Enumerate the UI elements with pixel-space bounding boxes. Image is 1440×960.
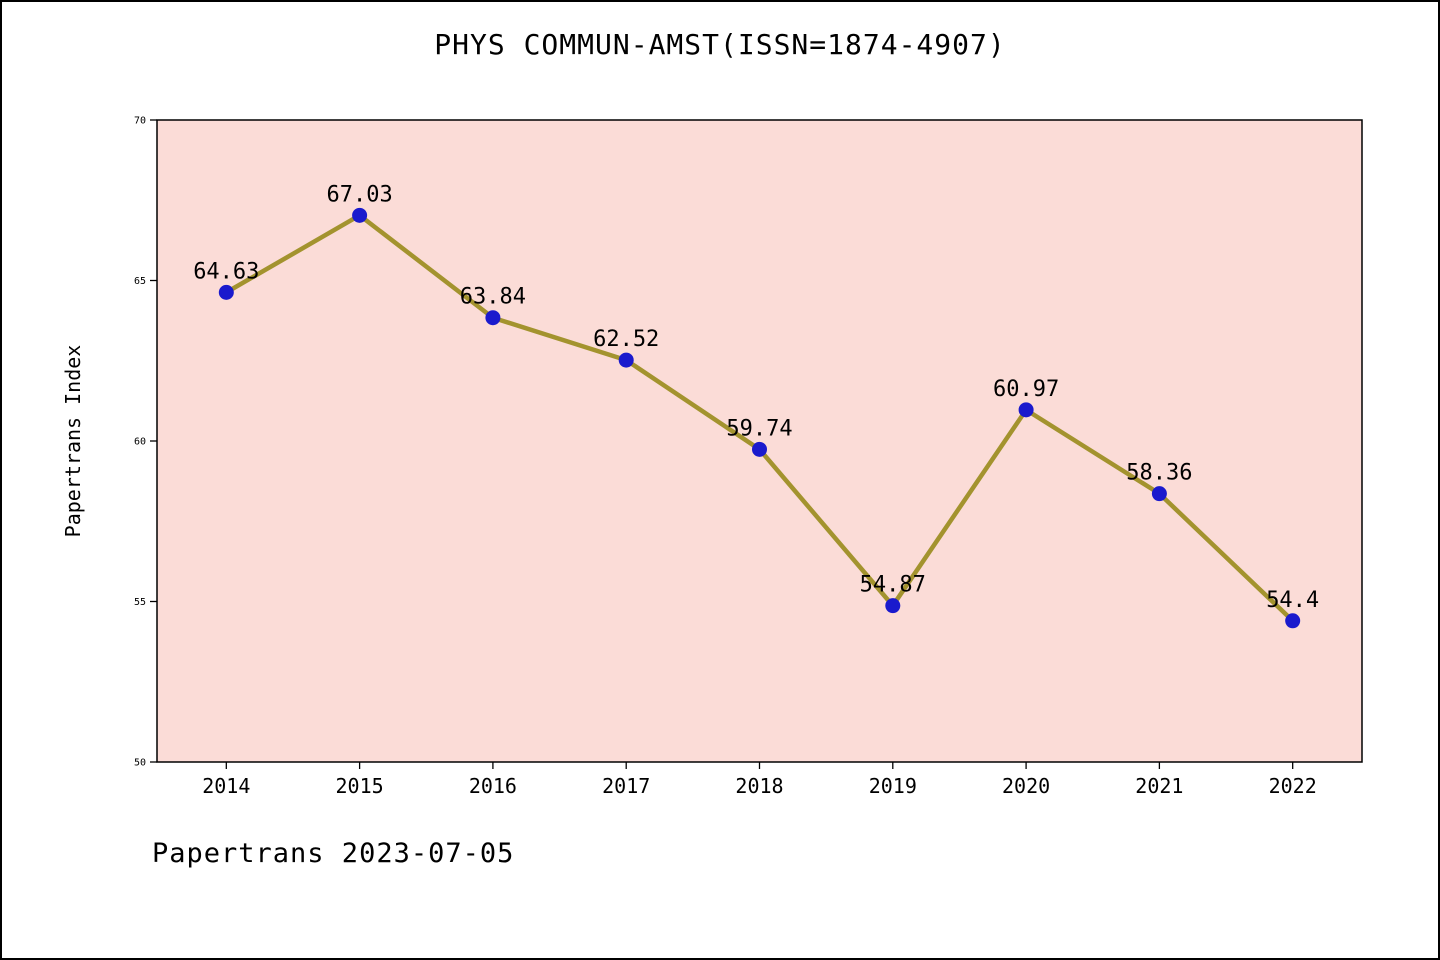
y-tick-label: 55 <box>134 597 146 608</box>
point-label: 59.74 <box>726 416 792 441</box>
x-tick-label: 2019 <box>869 774 917 798</box>
plot-area <box>157 120 1362 762</box>
y-tick-label: 60 <box>134 437 146 448</box>
point-label: 54.4 <box>1266 588 1319 613</box>
point-label: 60.97 <box>993 377 1059 402</box>
footer-watermark: Papertrans 2023-07-05 <box>152 838 515 869</box>
x-tick-label: 2014 <box>202 774 250 798</box>
data-point <box>618 352 634 368</box>
x-tick-label: 2015 <box>336 774 384 798</box>
data-point <box>1285 613 1301 629</box>
data-point <box>485 310 501 326</box>
data-point <box>352 207 368 223</box>
y-tick-label: 65 <box>134 276 146 287</box>
x-tick-label: 2018 <box>735 774 783 798</box>
data-point <box>752 441 767 457</box>
point-label: 54.87 <box>860 573 926 598</box>
chart-title: PHYS COMMUN-AMST(ISSN=1874-4907) <box>434 28 1006 61</box>
point-label: 62.52 <box>593 327 659 352</box>
plot-group: 50 55 60 65 70 2014 2015 2016 2017 2018 2019 2020 20… <box>134 116 1363 798</box>
point-label: 67.03 <box>326 182 392 207</box>
x-tick-label: 2022 <box>1269 774 1317 798</box>
point-label: 63.84 <box>460 285 526 310</box>
axis-frame <box>156 119 1363 763</box>
data-point <box>1018 402 1034 418</box>
y-tick-label: 50 <box>134 758 146 769</box>
x-tick-label: 2020 <box>1002 774 1050 798</box>
y-axis-label: Papertrans Index <box>61 345 85 538</box>
data-point <box>218 284 234 300</box>
data-point <box>1151 486 1167 502</box>
point-label: 58.36 <box>1126 461 1192 486</box>
x-tick-label: 2017 <box>602 774 650 798</box>
x-tick-label: 2021 <box>1135 774 1183 798</box>
y-tick-label: 70 <box>134 116 146 127</box>
point-label: 64.63 <box>193 259 259 284</box>
data-point <box>885 598 901 614</box>
x-tick-label: 2016 <box>469 774 517 798</box>
